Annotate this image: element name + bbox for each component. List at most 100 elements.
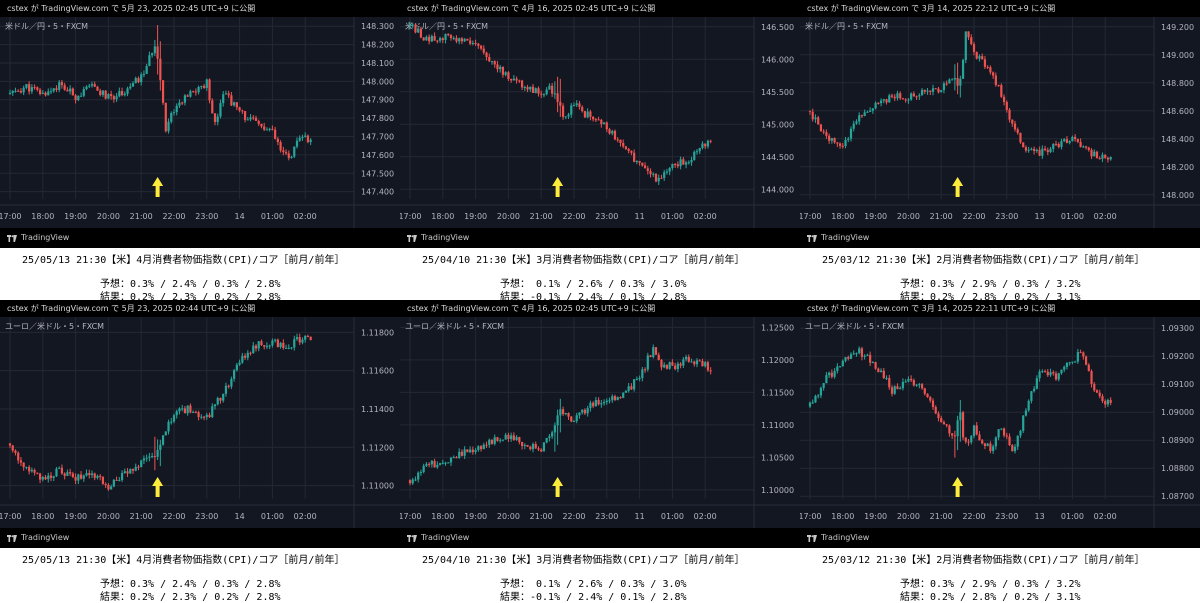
- candle-body: [529, 446, 532, 450]
- candle-body: [860, 115, 864, 117]
- chart-area[interactable]: 1.09300 1.09200 1.09100 1.09000 1.08900 1.088…: [800, 317, 1200, 528]
- candle-body: [178, 102, 181, 106]
- candle-body: [855, 353, 858, 355]
- candle-body: [490, 61, 494, 63]
- candle-body: [975, 425, 978, 435]
- candle-body: [841, 360, 844, 367]
- candle-body: [164, 431, 167, 436]
- candle-body: [430, 36, 433, 42]
- candle-body: [28, 467, 31, 472]
- candle-body: [38, 473, 42, 480]
- candle-body: [66, 472, 69, 476]
- x-tick-label: 19:00: [864, 512, 887, 521]
- y-tick-label: 146.000: [761, 55, 794, 64]
- chart-area[interactable]: 1.12500 1.12000 1.11500 1.11000 1.10500 1.100…: [400, 317, 800, 528]
- candle-body: [852, 123, 855, 129]
- candle-body: [572, 104, 576, 106]
- candle-body: [693, 361, 696, 365]
- chart-area[interactable]: 149.200 149.000 148.800 148.600 148.400 148.2…: [800, 17, 1200, 228]
- candle-body: [274, 129, 277, 139]
- candle-body: [937, 413, 940, 419]
- candle-body: [458, 451, 461, 459]
- candle-body: [249, 352, 252, 354]
- candle-body: [501, 439, 505, 441]
- candle-body: [428, 36, 431, 42]
- candle-body: [510, 435, 513, 439]
- x-tick-label: 17:00: [0, 512, 22, 521]
- candle-body: [594, 399, 597, 407]
- candle-body: [411, 24, 414, 26]
- candle-body: [690, 159, 693, 163]
- candle-body: [679, 363, 682, 366]
- x-tick-label: 18:00: [831, 512, 854, 521]
- symbol-label: 米ドル／円・5・FXCM: [805, 21, 888, 31]
- candle-body: [981, 56, 984, 60]
- candle-body: [575, 415, 578, 422]
- candle-body: [635, 161, 638, 163]
- candle-body: [890, 387, 894, 394]
- candle-body: [890, 95, 894, 97]
- candle-body: [118, 479, 121, 481]
- candle-body: [654, 173, 658, 182]
- candle-body: [74, 476, 77, 481]
- candle-body: [942, 83, 946, 91]
- candle-body: [123, 471, 126, 473]
- chart-panel: cstex が TradingView.com で 3月 14, 2025 22…: [800, 0, 1200, 303]
- candle-body: [14, 90, 17, 92]
- candle-body: [219, 103, 222, 117]
- candle-body: [608, 400, 611, 402]
- candle-body: [227, 93, 230, 96]
- candle-body: [836, 142, 839, 144]
- candle-body: [833, 371, 836, 377]
- x-tick-label: 21:00: [130, 512, 153, 521]
- candle-body: [482, 48, 485, 53]
- publish-header: cstex が TradingView.com で 5月 23, 2025 02…: [0, 0, 400, 17]
- x-tick-label: 02:00: [1094, 512, 1117, 521]
- forecast-values: 予想： 0.1% / 2.6% / 0.3% / 3.0%: [500, 579, 687, 590]
- candle-body: [254, 117, 258, 121]
- candle-body: [1046, 150, 1049, 153]
- symbol-label: 米ドル／円・5・FXCM: [405, 21, 488, 31]
- x-tick-label: 20:00: [497, 512, 520, 521]
- candle-body: [994, 75, 997, 85]
- candle-body: [663, 364, 666, 368]
- candle-body: [164, 102, 167, 132]
- candle-body: [693, 151, 696, 160]
- candle-body: [660, 359, 663, 368]
- candle-body: [233, 102, 236, 106]
- y-tick-label: 147.500: [361, 169, 394, 178]
- candle-body: [49, 475, 53, 478]
- x-tick-label: 20:00: [897, 512, 920, 521]
- candle-body: [227, 385, 230, 387]
- candle-body: [1079, 352, 1082, 354]
- candle-body: [197, 87, 200, 93]
- candle-body: [665, 171, 669, 173]
- y-tick-label: 147.700: [361, 132, 394, 141]
- candle-body: [904, 99, 907, 101]
- chart-area[interactable]: 1.11800 1.11600 1.11400 1.11200 1.11000 17:00…: [0, 317, 400, 528]
- candlestick-chart: 1.11800 1.11600 1.11400 1.11200 1.11000 17:00…: [0, 317, 400, 528]
- chart-area[interactable]: 148.300 148.200 148.100 148.000 147.900 147.8…: [0, 17, 400, 228]
- y-tick-label: 1.11600: [361, 367, 394, 376]
- y-tick-label: 148.800: [1161, 79, 1194, 88]
- candle-body: [233, 370, 236, 379]
- candle-body: [44, 92, 47, 96]
- candle-body: [676, 363, 679, 370]
- candle-body: [833, 138, 836, 143]
- candle-body: [134, 78, 137, 84]
- candle-body: [1060, 369, 1063, 374]
- candle-body: [112, 96, 115, 100]
- candle-body: [855, 121, 858, 124]
- candle-body: [904, 381, 907, 383]
- candle-body: [646, 168, 649, 171]
- candle-body: [246, 119, 249, 121]
- candle-body: [77, 95, 80, 101]
- candle-body: [504, 434, 507, 440]
- candle-body: [224, 93, 228, 95]
- candle-body: [167, 421, 170, 432]
- candle-body: [104, 90, 107, 99]
- chart-area[interactable]: 146.500 146.000 145.500 145.000 144.500 144.0…: [400, 17, 800, 228]
- candle-body: [1065, 362, 1069, 367]
- candle-body: [1022, 415, 1025, 431]
- candle-body: [1084, 356, 1088, 365]
